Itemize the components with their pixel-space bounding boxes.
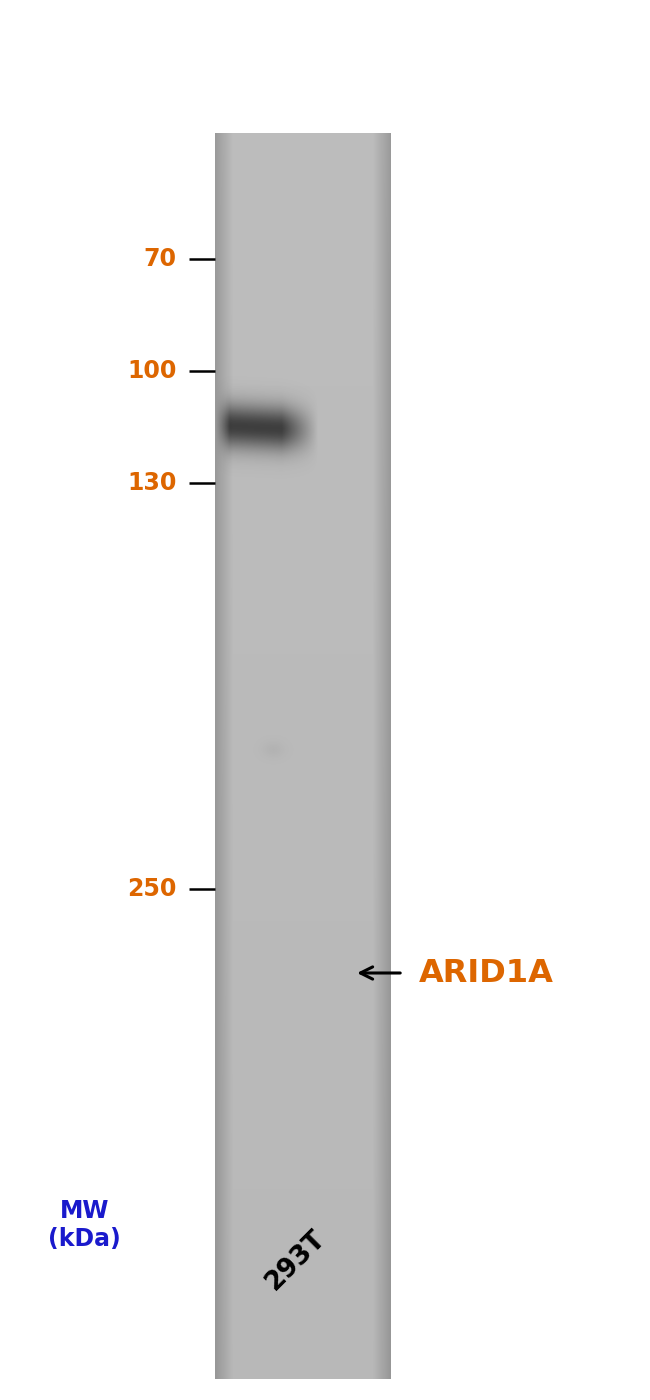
- Text: 100: 100: [127, 358, 177, 384]
- Text: 70: 70: [144, 246, 177, 272]
- Text: 293T: 293T: [261, 1225, 331, 1295]
- Text: MW
(kDa): MW (kDa): [48, 1198, 121, 1252]
- Text: 130: 130: [127, 470, 177, 496]
- Text: ARID1A: ARID1A: [419, 958, 554, 988]
- Text: 250: 250: [127, 876, 177, 902]
